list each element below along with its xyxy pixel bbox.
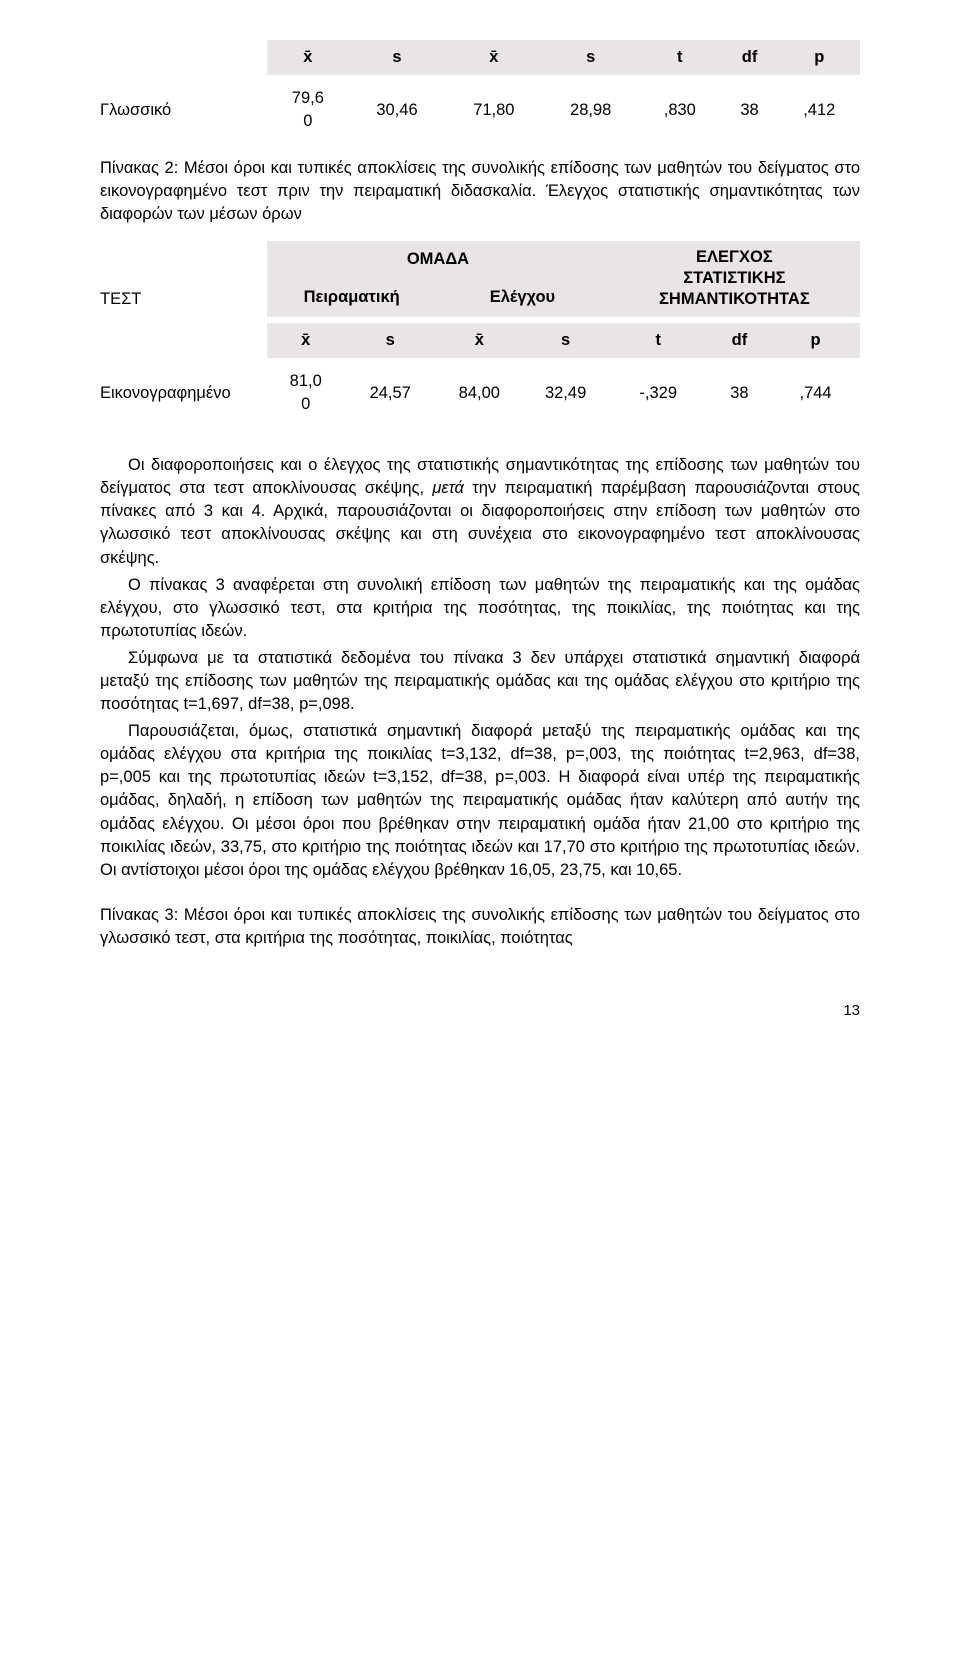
t2-v4: 32,49 xyxy=(522,364,608,422)
t2-v5: -,329 xyxy=(609,364,708,422)
t2-h5: t xyxy=(609,323,708,358)
t1-h1: x̄ xyxy=(267,40,348,75)
caption-3: Πίνακας 3: Μέσοι όροι και τυπικές αποκλί… xyxy=(100,904,860,950)
t1-h3: x̄ xyxy=(445,40,542,75)
page-number: 13 xyxy=(100,1000,860,1021)
t2-rowlabel: Εικονογραφημένο xyxy=(100,364,267,422)
t2-h2: s xyxy=(344,323,436,358)
t2-v6: 38 xyxy=(708,364,771,422)
t1-rowlabel: Γλωσσικό xyxy=(100,81,267,139)
table-row: Γλωσσικό 79,6 0 30,46 71,80 28,98 ,830 3… xyxy=(100,81,860,139)
p1-ital: μετά xyxy=(432,479,464,497)
t1-v7: ,412 xyxy=(779,81,860,139)
t2-h7: p xyxy=(771,323,860,358)
t2-sub1: Πειραματική xyxy=(267,279,436,317)
t1-h2: s xyxy=(349,40,446,75)
t2-group-omada: ΟΜΑΔΑ xyxy=(267,241,609,279)
t2-v7: ,744 xyxy=(771,364,860,422)
t2-stats-l1: ΕΛΕΓΧΟΣ xyxy=(696,248,773,266)
t2-stats-l3: ΣΗΜΑΝΤΙΚΟΤΗΤΑΣ xyxy=(659,290,810,308)
t1-h6: df xyxy=(720,40,778,75)
t1-h4: s xyxy=(542,40,639,75)
t1-v3: 71,80 xyxy=(445,81,542,139)
t2-h3: x̄ xyxy=(436,323,522,358)
t1-v2: 30,46 xyxy=(349,81,446,139)
t2-h1: x̄ xyxy=(267,323,344,358)
caption-1: Πίνακας 2: Μέσοι όροι και τυπικές αποκλί… xyxy=(100,157,860,226)
paragraph-2: Ο πίνακας 3 αναφέρεται στη συνολική επίδ… xyxy=(100,574,860,643)
paragraph-3: Σύμφωνα με τα στατιστικά δεδομένα του πί… xyxy=(100,647,860,716)
t1-v6: 38 xyxy=(720,81,778,139)
table-2: ΤΕΣΤ ΟΜΑΔΑ ΕΛΕΓΧΟΣ ΣΤΑΤΙΣΤΙΚΗΣ ΣΗΜΑΝΤΙΚΟ… xyxy=(100,241,860,423)
t2-stats-l2: ΣΤΑΤΙΣΤΙΚΗΣ xyxy=(683,269,785,287)
t2-h4: s xyxy=(522,323,608,358)
t2-v2: 24,57 xyxy=(344,364,436,422)
table-1: x̄ s x̄ s t df p Γλωσσικό 79,6 0 30,46 7… xyxy=(100,40,860,139)
t2-v1: 81,0 0 xyxy=(267,364,344,422)
t2-group-stats: ΕΛΕΓΧΟΣ ΣΤΑΤΙΣΤΙΚΗΣ ΣΗΜΑΝΤΙΚΟΤΗΤΑΣ xyxy=(609,241,860,317)
t2-sub2: Ελέγχου xyxy=(436,279,609,317)
t1-h5: t xyxy=(639,40,720,75)
table-row: Εικονογραφημένο 81,0 0 24,57 84,00 32,49… xyxy=(100,364,860,422)
t2-h6: df xyxy=(708,323,771,358)
t1-v4: 28,98 xyxy=(542,81,639,139)
t2-v3: 84,00 xyxy=(436,364,522,422)
t1-v5: ,830 xyxy=(639,81,720,139)
t2-left-label: ΤΕΣΤ xyxy=(100,241,267,317)
t1-h7: p xyxy=(779,40,860,75)
t1-v1: 79,6 0 xyxy=(267,81,348,139)
paragraph-4: Παρουσιάζεται, όμως, στατιστικά σημαντικ… xyxy=(100,720,860,882)
paragraph-1: Οι διαφοροποιήσεις και ο έλεγχος της στα… xyxy=(100,454,860,569)
